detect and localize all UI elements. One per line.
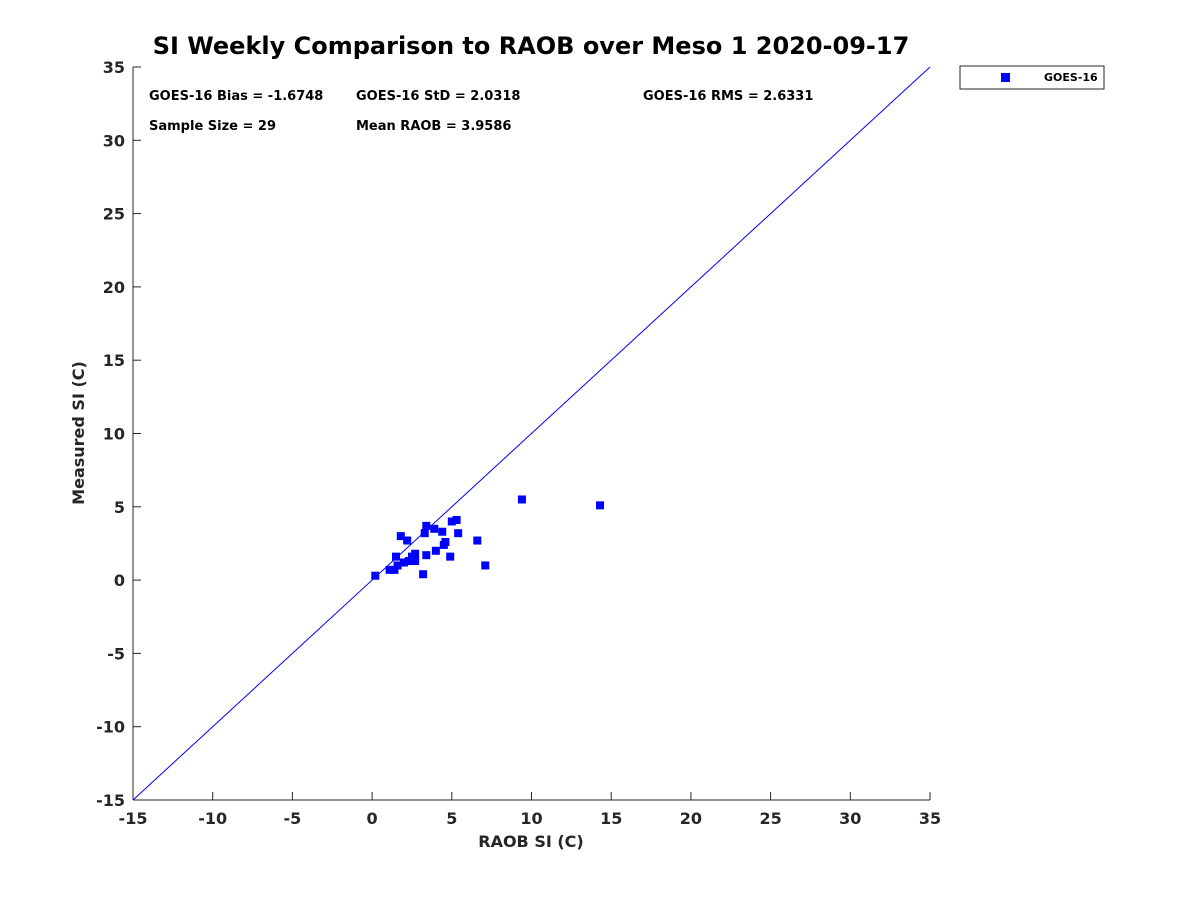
data-point: [419, 570, 428, 579]
data-point: [454, 529, 463, 538]
x-tick-label: 20: [680, 809, 702, 828]
data-point: [422, 551, 431, 560]
y-tick-label: 15: [103, 351, 125, 370]
x-ticks: -15 -10 -5 0 5 10 15 20 25 30 35: [119, 792, 941, 828]
x-tick-label: -15: [119, 809, 148, 828]
y-tick-label: 30: [103, 131, 125, 150]
y-tick-label: 20: [103, 278, 125, 297]
stat-mean-raob: Mean RAOB = 3.9586: [356, 119, 511, 134]
x-tick-label: 35: [919, 809, 941, 828]
y-ticks: -15 -10 -5 0 5 10 15 20 25 30 35: [96, 58, 141, 810]
legend-box: [959, 65, 1105, 90]
stat-bias: GOES-16 Bias = -1.6748: [149, 89, 323, 104]
data-point: [396, 532, 405, 541]
y-tick-label: 5: [114, 498, 125, 517]
chart-title: SI Weekly Comparison to RAOB over Meso 1…: [153, 32, 910, 60]
data-point: [399, 558, 408, 567]
data-point: [438, 527, 447, 536]
data-point: [385, 565, 394, 574]
y-tick-label: 10: [103, 425, 125, 444]
data-point: [411, 557, 420, 566]
y-tick-label: 35: [103, 58, 125, 77]
y-tick-label: -5: [107, 644, 125, 663]
data-point: [392, 552, 401, 561]
data-point: [596, 501, 605, 510]
x-tick-label: -10: [198, 809, 227, 828]
data-point: [517, 495, 526, 504]
y-tick-label: 25: [103, 205, 125, 224]
data-point: [452, 515, 461, 524]
x-axis-label: RAOB SI (C): [478, 832, 583, 851]
y-tick-label: -10: [96, 718, 125, 737]
data-point: [447, 517, 456, 526]
x-tick-label: 10: [520, 809, 542, 828]
one-to-one-reference-line: [132, 66, 931, 801]
x-tick-label: 15: [600, 809, 622, 828]
data-point: [404, 557, 413, 566]
x-tick-label: 5: [446, 809, 457, 828]
data-point: [446, 552, 455, 561]
y-tick-label: 0: [114, 571, 125, 590]
scatter-points: [371, 495, 605, 580]
stat-sample-size: Sample Size = 29: [149, 119, 276, 134]
legend-label-goes-16: GOES-16: [1044, 71, 1098, 84]
data-point: [431, 546, 440, 555]
legend-marker-goes-16: [1001, 73, 1010, 82]
data-point: [393, 561, 402, 570]
data-point: [420, 529, 429, 538]
y-axis-label: Measured SI (C): [69, 361, 88, 505]
data-point: [403, 536, 412, 545]
data-point: [473, 536, 482, 545]
stats-annotations: GOES-16 Bias = -1.6748 GOES-16 StD = 2.0…: [149, 89, 813, 134]
data-point: [441, 537, 450, 546]
y-tick-label: -15: [96, 791, 125, 810]
data-point: [390, 565, 399, 574]
stat-std: GOES-16 StD = 2.0318: [356, 89, 520, 104]
stat-rms: GOES-16 RMS = 2.6331: [643, 89, 813, 104]
data-point: [422, 521, 431, 530]
x-tick-label: 25: [759, 809, 781, 828]
data-point: [371, 571, 380, 580]
x-tick-label: 0: [367, 809, 378, 828]
x-tick-label: 30: [839, 809, 861, 828]
data-point: [411, 549, 420, 558]
legend[interactable]: GOES-16: [959, 65, 1105, 90]
data-point: [481, 561, 490, 570]
data-point: [430, 524, 439, 533]
x-tick-label: -5: [284, 809, 302, 828]
